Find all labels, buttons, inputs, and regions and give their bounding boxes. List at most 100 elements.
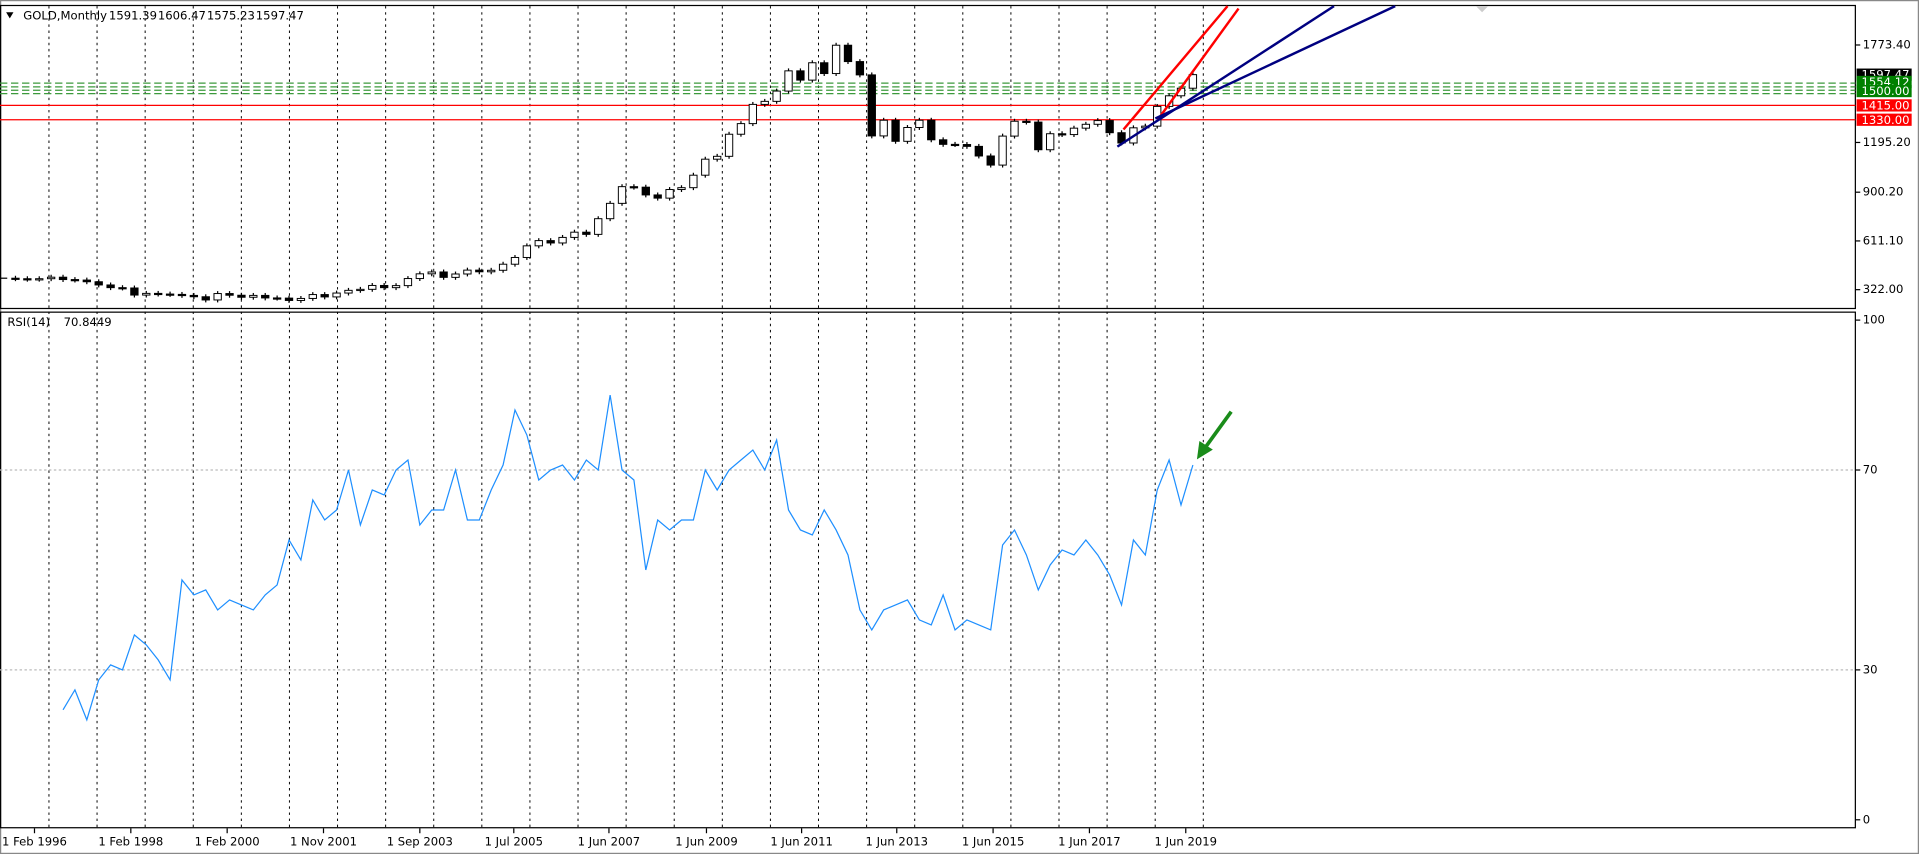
x-tick-label: 1 Nov 2001 bbox=[290, 834, 357, 848]
x-tick-label: 1 Jun 2017 bbox=[1058, 834, 1121, 848]
candle bbox=[142, 292, 151, 296]
candle bbox=[415, 273, 424, 280]
candle bbox=[82, 279, 91, 283]
candle bbox=[903, 127, 912, 142]
candle bbox=[356, 288, 365, 292]
candle bbox=[94, 281, 103, 286]
candle bbox=[594, 218, 603, 235]
candle bbox=[201, 296, 210, 301]
x-tick-label: 1 Jul 2005 bbox=[485, 834, 543, 848]
price-marker bbox=[1856, 99, 1912, 112]
candle bbox=[451, 273, 460, 278]
price-marker bbox=[1856, 84, 1912, 98]
header-value: 1591.39 bbox=[109, 8, 157, 22]
candle bbox=[1010, 120, 1019, 137]
candle bbox=[713, 155, 722, 160]
header-value: 1597.47 bbox=[256, 8, 304, 22]
y-tick-label: 611.10 bbox=[1863, 233, 1904, 247]
candle bbox=[665, 189, 674, 199]
candle bbox=[772, 90, 781, 102]
trendlines bbox=[1116, 5, 1396, 148]
price-marker-label: 1500.00 bbox=[1861, 84, 1909, 98]
candle bbox=[891, 119, 900, 142]
candle bbox=[1057, 133, 1067, 136]
candle bbox=[332, 292, 341, 298]
candle bbox=[605, 202, 615, 220]
candle bbox=[106, 284, 115, 289]
candle bbox=[379, 284, 389, 289]
x-tick-label: 1 Sep 2003 bbox=[387, 834, 453, 848]
candle bbox=[391, 285, 401, 289]
candle bbox=[522, 245, 532, 258]
candle bbox=[950, 143, 960, 147]
price-panel bbox=[0, 4, 1856, 310]
price-marker-label: 1415.00 bbox=[1861, 99, 1909, 113]
candle bbox=[1046, 133, 1055, 151]
x-tick-label: 1 Jun 2007 bbox=[578, 834, 641, 848]
y-tick-label: 900.20 bbox=[1863, 185, 1904, 199]
candle bbox=[653, 194, 662, 199]
candle bbox=[498, 263, 508, 271]
candle bbox=[35, 278, 44, 281]
candle bbox=[320, 294, 329, 298]
candle bbox=[558, 236, 567, 244]
candle bbox=[475, 269, 484, 273]
candle bbox=[1188, 74, 1198, 89]
candle bbox=[677, 187, 686, 191]
candle bbox=[927, 119, 936, 141]
x-tick-label: 1 Jun 2013 bbox=[866, 834, 929, 848]
candle bbox=[1093, 120, 1102, 125]
candle bbox=[629, 186, 639, 189]
y-tick-label: 322.00 bbox=[1863, 282, 1904, 296]
candle bbox=[808, 62, 817, 81]
candle bbox=[546, 240, 555, 244]
trend-line bbox=[1154, 5, 1396, 120]
channel-line bbox=[1122, 5, 1229, 131]
candle bbox=[1069, 127, 1079, 136]
shift-marker bbox=[1475, 6, 1489, 13]
candle bbox=[272, 297, 282, 300]
candle bbox=[689, 174, 698, 189]
candle bbox=[831, 44, 841, 75]
plot bbox=[0, 42, 1198, 722]
candle bbox=[130, 287, 139, 296]
candle bbox=[915, 119, 924, 128]
candle bbox=[855, 61, 865, 76]
candle bbox=[58, 276, 68, 281]
y-tick-label: 100 bbox=[1863, 313, 1885, 327]
candle bbox=[641, 186, 650, 196]
candle bbox=[70, 279, 80, 282]
candle bbox=[617, 186, 627, 204]
menu-triangle[interactable] bbox=[6, 12, 14, 19]
candle bbox=[427, 271, 436, 275]
candle bbox=[284, 297, 294, 301]
rsi-panel bbox=[0, 311, 1856, 829]
candle bbox=[938, 139, 948, 145]
price-marker-label: 1330.00 bbox=[1861, 113, 1909, 127]
x-tick-label: 1 Feb 1998 bbox=[98, 834, 163, 848]
candle bbox=[867, 74, 876, 137]
candle bbox=[1022, 120, 1031, 123]
candle bbox=[986, 155, 995, 166]
candle bbox=[237, 294, 246, 298]
candle bbox=[1034, 121, 1043, 151]
candle bbox=[820, 62, 829, 75]
candle bbox=[962, 144, 972, 147]
y-tick-label: 1773.40 bbox=[1863, 37, 1911, 51]
header-value: 1575.23 bbox=[207, 8, 255, 22]
candle bbox=[1081, 123, 1091, 129]
grid bbox=[0, 6, 1861, 834]
x-tick-label: 1 Jun 2009 bbox=[675, 834, 738, 848]
candle bbox=[261, 294, 270, 299]
candle bbox=[368, 284, 377, 290]
x-tick-label: 1 Jun 2011 bbox=[770, 834, 833, 848]
candle bbox=[296, 297, 306, 301]
candle bbox=[23, 278, 32, 281]
candle bbox=[213, 293, 222, 301]
x-tick-label: 1 Jun 2019 bbox=[1155, 834, 1218, 848]
trend-line bbox=[1116, 5, 1335, 148]
rsi-value: 70.8449 bbox=[64, 315, 112, 329]
candle bbox=[344, 289, 353, 294]
